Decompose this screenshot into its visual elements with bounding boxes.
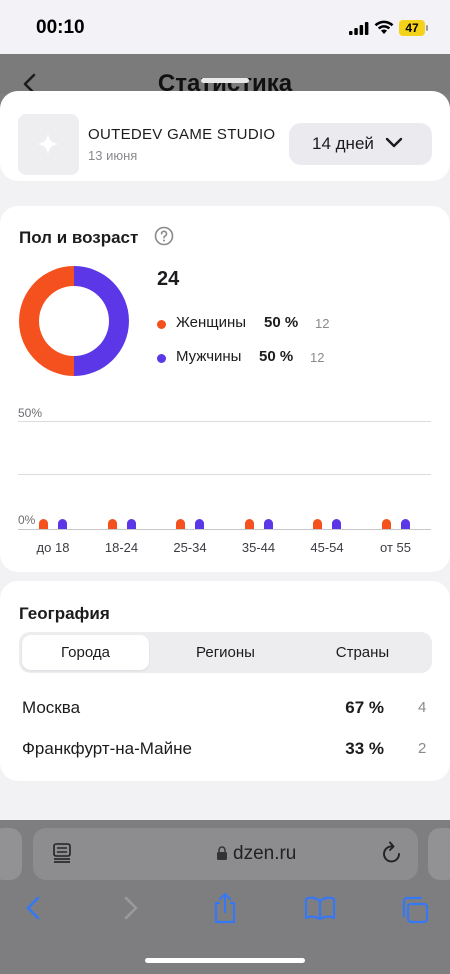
share-icon[interactable] bbox=[212, 892, 238, 924]
donut-segment-women bbox=[19, 266, 74, 376]
period-select-button[interactable]: 14 дней bbox=[289, 123, 432, 165]
geo-row: Франкфурт-на-Майне 33 % 2 bbox=[0, 739, 450, 763]
reader-icon[interactable] bbox=[53, 843, 71, 863]
x-tick-label: 35-44 bbox=[229, 540, 289, 555]
geo-count: 2 bbox=[418, 740, 426, 757]
age-bar-women bbox=[39, 519, 48, 529]
y-tick-label: 0% bbox=[18, 513, 35, 527]
donut-segment-men bbox=[74, 266, 129, 376]
lock-icon bbox=[216, 846, 228, 861]
chevron-down-icon bbox=[385, 137, 403, 149]
legend-label: Мужчины bbox=[176, 348, 241, 365]
tab-cities[interactable]: Города bbox=[22, 635, 149, 670]
geo-percent: 67 % bbox=[345, 698, 384, 718]
previous-tab-preview[interactable] bbox=[0, 828, 22, 880]
geo-city: Франкфурт-на-Майне bbox=[22, 739, 192, 759]
legend-dot-women bbox=[157, 320, 166, 329]
statistics-sheet: OUTEDEV GAME STUDIO 13 июня 14 дней Пол … bbox=[0, 91, 450, 820]
age-bar-women bbox=[245, 519, 254, 529]
studio-header-card: OUTEDEV GAME STUDIO 13 июня 14 дней bbox=[0, 91, 450, 181]
legend-percent: 50 % bbox=[259, 348, 293, 365]
age-bar-men bbox=[264, 519, 273, 529]
geography-card: География Города Регионы Страны Москва 6… bbox=[0, 581, 450, 781]
geography-title: География bbox=[19, 604, 110, 624]
tab-regions[interactable]: Регионы bbox=[162, 635, 289, 670]
tab-countries[interactable]: Страны bbox=[299, 635, 426, 670]
help-icon[interactable] bbox=[154, 226, 174, 246]
legend-dot-men bbox=[157, 354, 166, 363]
battery-tip bbox=[426, 25, 428, 31]
legend-count: 12 bbox=[310, 350, 324, 365]
studio-date: 13 июня bbox=[88, 148, 137, 163]
studio-avatar bbox=[18, 114, 79, 175]
age-bar-men bbox=[195, 519, 204, 529]
geo-row: Москва 67 % 4 bbox=[0, 698, 450, 722]
age-bar-women bbox=[108, 519, 117, 529]
bookmarks-icon[interactable] bbox=[304, 896, 336, 920]
age-bar-men bbox=[401, 519, 410, 529]
age-bar-chart: 50% 0% до 18 18-24 25-34 35-44 45-54 от 55 bbox=[0, 396, 450, 566]
age-bar-women bbox=[176, 519, 185, 529]
baseline bbox=[18, 529, 431, 530]
status-time: 00:10 bbox=[36, 17, 85, 39]
x-tick-label: 45-54 bbox=[297, 540, 357, 555]
wifi-icon bbox=[374, 20, 394, 35]
back-icon[interactable] bbox=[24, 895, 42, 921]
address-bar[interactable]: dzen.ru bbox=[33, 828, 418, 880]
tabs-icon[interactable] bbox=[400, 896, 430, 924]
browser-toolbar: dzen.ru bbox=[0, 820, 450, 974]
gender-age-card: Пол и возраст 24 Женщины 50 % 12 Мужчины… bbox=[0, 206, 450, 572]
age-bar-women bbox=[313, 519, 322, 529]
x-tick-label: 18-24 bbox=[92, 540, 152, 555]
age-bar-men bbox=[58, 519, 67, 529]
home-indicator bbox=[145, 958, 305, 963]
reload-icon[interactable] bbox=[381, 841, 403, 865]
legend-label: Женщины bbox=[176, 314, 246, 331]
age-bar-men bbox=[127, 519, 136, 529]
x-tick-label: 25-34 bbox=[160, 540, 220, 555]
geo-city: Москва bbox=[22, 698, 80, 718]
forward-icon[interactable] bbox=[122, 895, 140, 921]
studio-name: OUTEDEV GAME STUDIO bbox=[88, 126, 275, 143]
legend-item-men: Мужчины 50 % 12 bbox=[157, 348, 357, 368]
geography-segmented-control: Города Регионы Страны bbox=[19, 632, 432, 673]
age-bar-men bbox=[332, 519, 341, 529]
gender-donut-chart bbox=[19, 266, 129, 376]
status-bar: 00:10 47 bbox=[0, 0, 450, 54]
legend-percent: 50 % bbox=[264, 314, 298, 331]
x-tick-label: от 55 bbox=[366, 540, 426, 555]
gender-age-title: Пол и возраст bbox=[19, 228, 138, 248]
legend-item-women: Женщины 50 % 12 bbox=[157, 314, 357, 334]
geo-percent: 33 % bbox=[345, 739, 384, 759]
period-label: 14 дней bbox=[312, 134, 374, 154]
sparkle-icon bbox=[36, 132, 60, 156]
y-tick-label: 50% bbox=[18, 406, 42, 420]
legend-count: 12 bbox=[315, 316, 329, 331]
next-tab-preview[interactable] bbox=[428, 828, 450, 880]
sheet-grabber[interactable] bbox=[201, 78, 249, 83]
url-text: dzen.ru bbox=[233, 843, 296, 865]
gridline bbox=[18, 421, 431, 422]
gridline bbox=[18, 474, 431, 475]
geo-count: 4 bbox=[418, 699, 426, 716]
audience-total: 24 bbox=[157, 268, 179, 291]
x-tick-label: до 18 bbox=[23, 540, 83, 555]
battery-level: 47 bbox=[399, 20, 425, 36]
age-bar-women bbox=[382, 519, 391, 529]
cellular-signal-icon bbox=[349, 22, 369, 35]
